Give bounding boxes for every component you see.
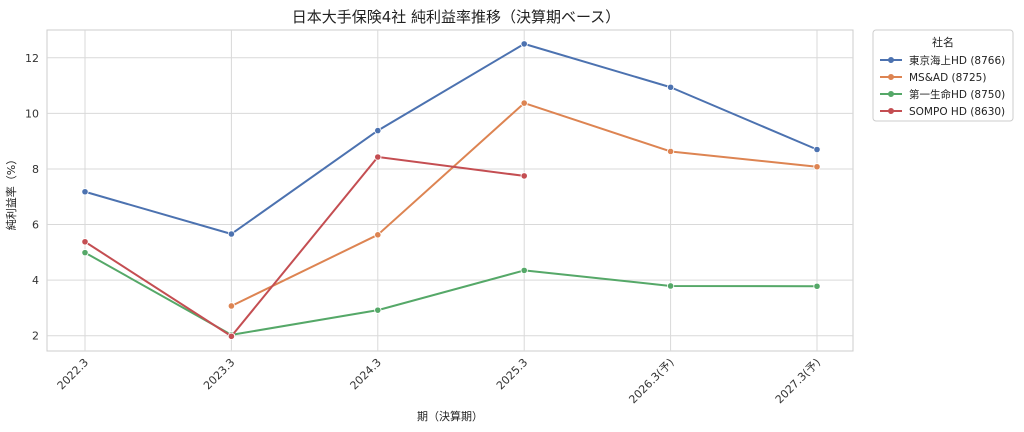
data-point — [81, 249, 89, 257]
x-tick-label: 2027.3(予) — [773, 356, 823, 406]
legend-box — [872, 29, 1014, 122]
legend-item: MS&AD (8725) — [880, 72, 986, 84]
data-point — [81, 238, 89, 246]
data-point — [520, 172, 528, 180]
plot-area — [46, 29, 854, 352]
legend: 社名 東京海上HD (8766) MS&AD (8725) 第一生命HD (8750… — [872, 29, 1014, 122]
data-point — [520, 40, 528, 48]
data-point — [227, 332, 235, 340]
grid — [47, 30, 853, 351]
series-line — [84, 42, 818, 235]
data-point — [227, 230, 235, 238]
data-point — [374, 231, 382, 239]
series-2 — [227, 99, 821, 310]
series-3 — [81, 249, 821, 339]
legend-item: 第一生命HD (8750) — [880, 88, 1005, 101]
legend-title: 社名 — [932, 35, 954, 49]
x-axis-ticks: 2022.3 2023.3 2024.3 2025.3 2026.3(予) 2027.3(… — [55, 356, 823, 406]
y-tick-label: 4 — [32, 274, 39, 287]
data-point — [374, 153, 382, 161]
data-point — [374, 306, 382, 314]
y-tick-label: 10 — [25, 107, 39, 120]
y-tick-label: 12 — [25, 52, 39, 65]
legend-marker — [888, 91, 894, 97]
data-point — [374, 127, 382, 135]
x-tick-label: 2022.3 — [55, 356, 91, 392]
series-4 — [81, 153, 528, 340]
data-point — [813, 145, 821, 154]
x-axis-label: 期（決算期） — [417, 409, 483, 423]
legend-item: SOMPO HD (8630) — [880, 106, 1005, 118]
data-point — [81, 188, 89, 196]
series-1 — [81, 40, 821, 238]
series-layer — [81, 40, 821, 340]
chart-title: 日本大手保険4社 純利益率推移（決算期ベース） — [292, 8, 621, 26]
data-point — [813, 282, 821, 290]
data-point — [227, 302, 235, 310]
data-point — [813, 163, 821, 171]
x-tick-label: 2026.3(予) — [626, 356, 676, 406]
series-line — [84, 251, 818, 336]
x-tick-label: 2023.3 — [201, 356, 237, 392]
series-line — [84, 156, 525, 338]
legend-marker — [888, 57, 894, 63]
data-point — [666, 147, 675, 156]
y-tick-label: 6 — [32, 219, 39, 232]
y-axis-label: 純利益率（%） — [4, 154, 18, 230]
legend-item: 東京海上HD (8766) — [880, 54, 1005, 67]
data-point — [520, 99, 528, 107]
legend-label: 東京海上HD (8766) — [909, 54, 1005, 67]
y-tick-label: 8 — [32, 163, 39, 176]
x-tick-label: 2024.3 — [348, 356, 384, 392]
legend-label: 第一生命HD (8750) — [909, 88, 1005, 101]
data-point — [666, 282, 675, 290]
legend-label: MS&AD (8725) — [909, 72, 986, 84]
data-point — [520, 266, 528, 275]
legend-marker — [888, 74, 894, 80]
y-tick-label: 2 — [32, 330, 39, 343]
legend-marker — [888, 108, 894, 114]
x-tick-label: 2025.3 — [494, 356, 530, 392]
data-point — [666, 83, 675, 91]
legend-label: SOMPO HD (8630) — [909, 106, 1005, 118]
y-axis-ticks: 2 4 6 8 10 12 — [25, 52, 39, 343]
